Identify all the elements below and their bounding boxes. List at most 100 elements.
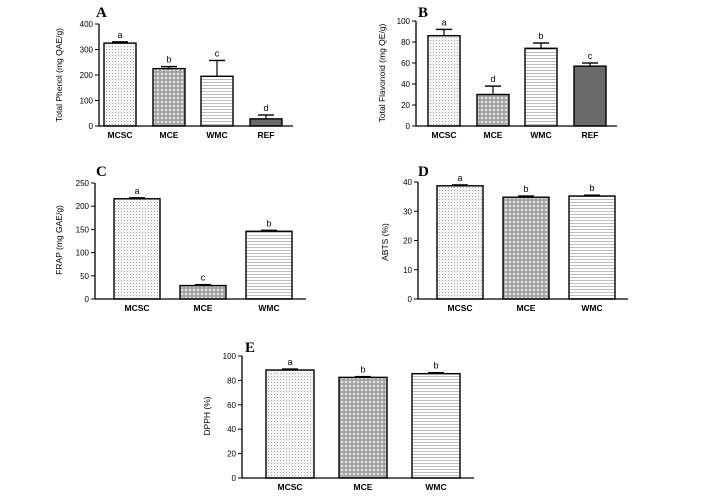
panel-c-y-tick-label-4: 200 [76,202,90,211]
panel-c-bars: a MCSC c MCE b WMC [113,186,293,313]
panel-d-y-axis-title: ABTS (%) [380,223,390,261]
panel-a-letter: A [96,5,107,21]
panel-d-axes [417,182,628,300]
panel-c-axes [94,183,306,300]
panel-b-sig-label-ref: c [588,51,593,61]
panel-b-y-tick-label-1: 20 [401,101,410,110]
panel-c-bar-wmc [245,230,293,300]
panel-d: D ABTS (%) 0 10 20 30 40 a MCSC b MCE b WMC [380,164,628,313]
panel-b-bar-ref [573,65,607,127]
panel-d-bar-mcsc [436,185,484,300]
panel-b-sig-label-wmc: b [538,31,543,41]
panel-b-x-label-mcsc: MCSC [431,130,456,140]
panel-c-y-axis-title: FRAP (mg GAE/g) [54,205,64,275]
panel-b-x-label-wmc: WMC [530,130,551,140]
panel-b-y-tick-label-5: 100 [397,17,411,26]
panel-e-y-tick-label-0: 0 [232,474,237,483]
panel-c-sig-label-mce: c [201,273,206,283]
panel-b-y-tick-label-3: 60 [401,59,410,68]
panel-b-sig-label-mcsc: a [441,17,446,27]
panel-e-bar-mcsc [265,369,315,479]
panel-e-bar-mce [338,376,388,479]
panel-e-y-tick-label-4: 80 [227,376,236,385]
panel-a-sig-label-mcsc: a [117,30,122,40]
panel-e-y-tick-label-3: 60 [227,401,236,410]
panel-c-bar-mce [179,284,227,300]
panel-c-x-label-mcsc: MCSC [124,303,149,313]
panel-d-y-ticks: 0 10 20 30 40 [403,178,418,304]
panel-a-y-tick-label-3: 300 [80,46,94,55]
panel-d-y-tick-label-0: 0 [408,295,413,304]
panel-b-bar-mce [476,93,510,127]
panel-a-y-tick-label-4: 400 [80,20,94,29]
panel-e-y-ticks: 0 20 40 60 80 100 [223,352,242,483]
panel-e-y-tick-label-5: 100 [223,352,237,361]
panel-d-bar-mce [502,196,550,300]
panel-b-axes [415,21,617,127]
panel-d-x-label-mce: MCE [517,303,536,313]
panel-b-letter: B [418,5,428,21]
panel-a-x-label-wmc: WMC [206,130,227,140]
panel-a-bar-wmc [200,75,234,127]
panel-c-sig-label-wmc: b [266,218,271,228]
panel-c-y-tick-label-2: 100 [76,249,90,258]
panel-d-bar-wmc [568,195,616,300]
panel-e: E DPPH (%) 0 20 40 60 80 100 a MCSC b MCE b WMC [202,340,474,492]
panel-d-x-label-wmc: WMC [581,303,602,313]
panel-c-y-tick-label-0: 0 [85,295,90,304]
panel-e-y-axis-title: DPPH (%) [202,396,212,435]
panel-a-x-label-ref: REF [258,130,275,140]
panel-a-y-ticks: 0 100 200 300 400 [80,20,99,131]
panel-e-x-label-mcsc: MCSC [277,482,302,492]
panel-d-y-tick-label-4: 40 [403,178,412,187]
panel-a-bar-ref [249,118,283,127]
panel-d-sig-label-mcsc: a [457,173,462,183]
panel-c-y-ticks: 0 50 100 150 200 250 [76,179,95,304]
panel-a-y-tick-label-1: 100 [80,97,94,106]
panel-a-sig-label-ref: d [263,103,268,113]
panel-c-x-label-mce: MCE [194,303,213,313]
panel-a-bars: a MCSC b MCE c WMC d REF [103,30,283,140]
panel-e-bar-wmc [411,372,461,479]
panel-a-y-axis-title: Total Phenol (mg QAE/g) [54,28,64,122]
panel-b-sig-label-mce: d [490,74,495,84]
panel-c-y-tick-label-1: 50 [80,272,89,281]
panel-b-y-tick-label-2: 40 [401,80,410,89]
panel-d-letter: D [418,164,429,180]
panel-a: A Total Phenol (mg QAE/g) 0100200300400 … [54,5,293,140]
panel-e-y-tick-label-1: 20 [227,450,236,459]
panel-d-sig-label-wmc: b [589,183,594,193]
panel-d-y-tick-label-3: 30 [403,207,412,216]
panel-d-sig-label-mce: b [523,184,528,194]
panel-d-y-tick-label-2: 20 [403,237,412,246]
panel-d-y-tick-label-1: 10 [403,266,412,275]
panel-a-x-label-mcsc: MCSC [107,130,132,140]
panel-b-bar-mcsc [427,35,461,127]
panel-d-bars: a MCSC b MCE b WMC [436,173,616,313]
panel-c-bar-mcsc [113,198,161,300]
panel-c-y-tick-label-5: 250 [76,179,90,188]
panel-a-x-label-mce: MCE [160,130,179,140]
panel-e-axes [241,356,474,479]
panel-e-bars: a MCSC b MCE b WMC [265,357,461,492]
panel-b-y-axis-title: Total Flavonoid (mg QE/g) [377,23,387,122]
panel-b-y-tick-label-4: 80 [401,38,410,47]
panel-c-x-label-wmc: WMC [258,303,279,313]
panel-e-sig-label-mcsc: a [287,357,292,367]
panel-a-sig-label-wmc: c [215,48,220,58]
panel-e-x-label-wmc: WMC [425,482,446,492]
panel-b: B Total Flavonoid (mg QE/g) 0 20 40 60 80 100… [377,5,617,140]
panel-b-y-tick-label-0: 0 [406,122,411,131]
panel-c-y-tick-label-3: 150 [76,225,90,234]
panel-b-x-label-mce: MCE [484,130,503,140]
panel-e-x-label-mce: MCE [354,482,373,492]
panel-c-sig-label-mcsc: a [134,186,139,196]
panel-b-bars: a MCSC d MCE b WMC c REF [427,17,607,140]
panel-c-letter: C [96,164,107,180]
panel-a-y-tick-label-2: 200 [80,71,94,80]
panel-e-y-tick-label-2: 40 [227,425,236,434]
panel-b-y-ticks: 0 20 40 60 80 100 [397,17,416,131]
panel-a-sig-label-mce: b [166,55,171,65]
panel-c: C FRAP (mg GAE/g) 0 50 100 150 200 250 a MCSC c… [54,164,306,313]
